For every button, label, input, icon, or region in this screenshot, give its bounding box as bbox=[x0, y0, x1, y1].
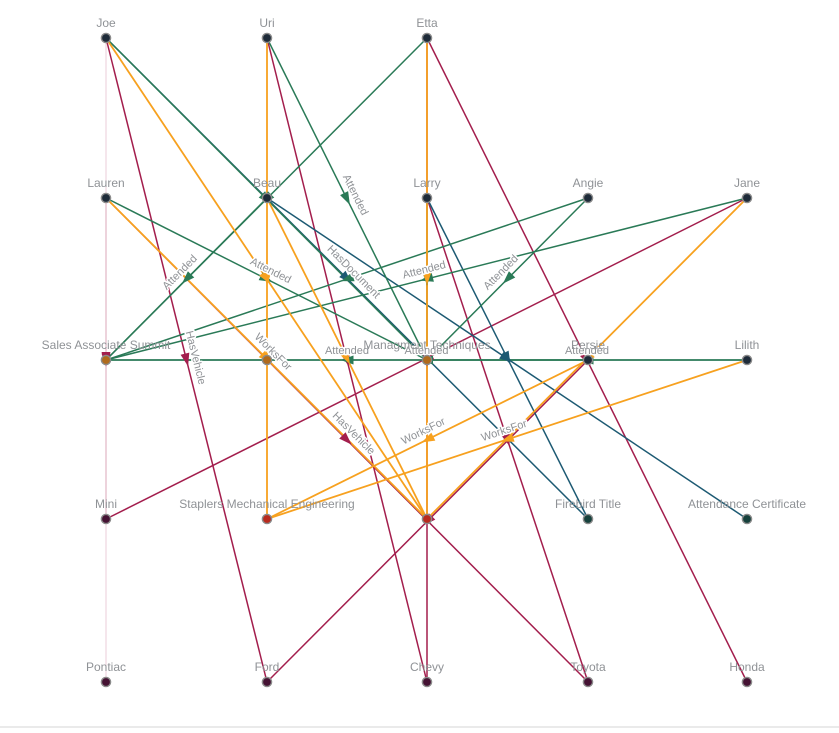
edge-angie-attended-sas-arrow-icon bbox=[340, 272, 355, 282]
node-sas-label: Sales Associate Summit bbox=[42, 338, 171, 352]
node-honda[interactable] bbox=[741, 676, 753, 688]
edge-beau-works_for-company2-arrow-icon bbox=[340, 350, 350, 365]
edge-labels: HasVehicleHasVehicleHasDocumentAttendedA… bbox=[159, 171, 611, 459]
node-staplers[interactable] bbox=[261, 513, 273, 525]
node-angie-label: Angie bbox=[573, 176, 604, 190]
edge-angie-attended-mt-label: Attended bbox=[481, 253, 521, 293]
node-ford[interactable] bbox=[261, 676, 273, 688]
node-toyota[interactable] bbox=[582, 676, 594, 688]
node-company2[interactable] bbox=[421, 513, 433, 525]
edge-lilith-attended-mt-label: Attended bbox=[565, 345, 609, 357]
node-labels: Joe Uri Etta Lauren Beau Larry Angie Jane Sales … bbox=[42, 16, 807, 674]
node-angie[interactable] bbox=[582, 192, 594, 204]
node-toyota-label: Toyota bbox=[570, 660, 606, 674]
node-staplers-label: Staplers Mechanical Engineering bbox=[179, 497, 354, 511]
node-honda-label: Honda bbox=[729, 660, 765, 674]
node-chevy-label: Chevy bbox=[410, 660, 444, 674]
edge-persie-attended-sas-label: Attended bbox=[325, 345, 369, 357]
node-pontiac-label: Pontiac bbox=[86, 660, 126, 674]
edge-arrows bbox=[101, 191, 595, 526]
node-beau-label: Beau bbox=[253, 176, 281, 190]
node-jane[interactable] bbox=[741, 192, 753, 204]
node-etta[interactable] bbox=[421, 32, 433, 44]
node-lauren[interactable] bbox=[100, 192, 112, 204]
node-attendance_certificate[interactable] bbox=[741, 513, 753, 525]
node-jane-label: Jane bbox=[734, 176, 760, 190]
node-persie[interactable] bbox=[582, 354, 594, 366]
node-lilith-label: Lilith bbox=[735, 338, 760, 352]
node-ford-label: Ford bbox=[255, 660, 280, 674]
node-beau[interactable] bbox=[261, 192, 273, 204]
node-larry-label: Larry bbox=[413, 176, 440, 190]
edge-persie-works_for-staplers-arrow-icon bbox=[421, 432, 436, 443]
node-uri-label: Uri bbox=[259, 16, 274, 30]
node-attendance_certificate-label: Attendance Certificate bbox=[688, 497, 806, 511]
node-firebird_title-label: Firebird Title bbox=[555, 497, 621, 511]
node-mt[interactable] bbox=[421, 354, 433, 366]
edge-joe-has_vehicle-ford-arrow-icon bbox=[180, 352, 190, 367]
node-joe[interactable] bbox=[100, 32, 112, 44]
edge-beau-attended-sas-arrow-icon bbox=[181, 271, 195, 284]
node-mini[interactable] bbox=[100, 513, 112, 525]
node-larry[interactable] bbox=[421, 192, 433, 204]
edge-lilith-works_for-staplers-arrow-icon bbox=[500, 433, 515, 442]
node-joe-label: Joe bbox=[96, 16, 116, 30]
node-etta-label: Etta bbox=[416, 16, 438, 30]
edge-angie-attended-mt-arrow-icon bbox=[502, 271, 516, 284]
edge-persie-works_for-staplers-label: WorksFor bbox=[400, 415, 448, 447]
node-lauren-label: Lauren bbox=[87, 176, 124, 190]
node-chevy[interactable] bbox=[421, 676, 433, 688]
edge-beau-has_document-attendance_certificate-arrow-icon bbox=[499, 351, 513, 363]
nodes bbox=[100, 32, 753, 688]
node-persie-label: Persie bbox=[571, 338, 605, 352]
node-mini-label: Mini bbox=[95, 497, 117, 511]
node-lilith[interactable] bbox=[741, 354, 753, 366]
edge-lilith-attended-sas-label: Attended bbox=[404, 345, 448, 357]
node-event2[interactable] bbox=[261, 354, 273, 366]
edge-etta-works_for-company2-arrow-icon bbox=[422, 272, 432, 285]
edge-lauren-works_for-company2-label: WorksFor bbox=[252, 331, 294, 373]
edge-lauren-has_vehicle-toyota-arrow-icon bbox=[339, 432, 352, 445]
node-pontiac[interactable] bbox=[100, 676, 112, 688]
edge-uri-works_for-staplers-arrow-icon bbox=[262, 272, 272, 285]
node-uri[interactable] bbox=[261, 32, 273, 44]
edge-uri-attended-mt-arrow-icon bbox=[340, 191, 350, 205]
node-sas[interactable] bbox=[100, 354, 112, 366]
node-mt-label: Managment Techniques bbox=[363, 338, 490, 352]
node-firebird_title[interactable] bbox=[582, 513, 594, 525]
